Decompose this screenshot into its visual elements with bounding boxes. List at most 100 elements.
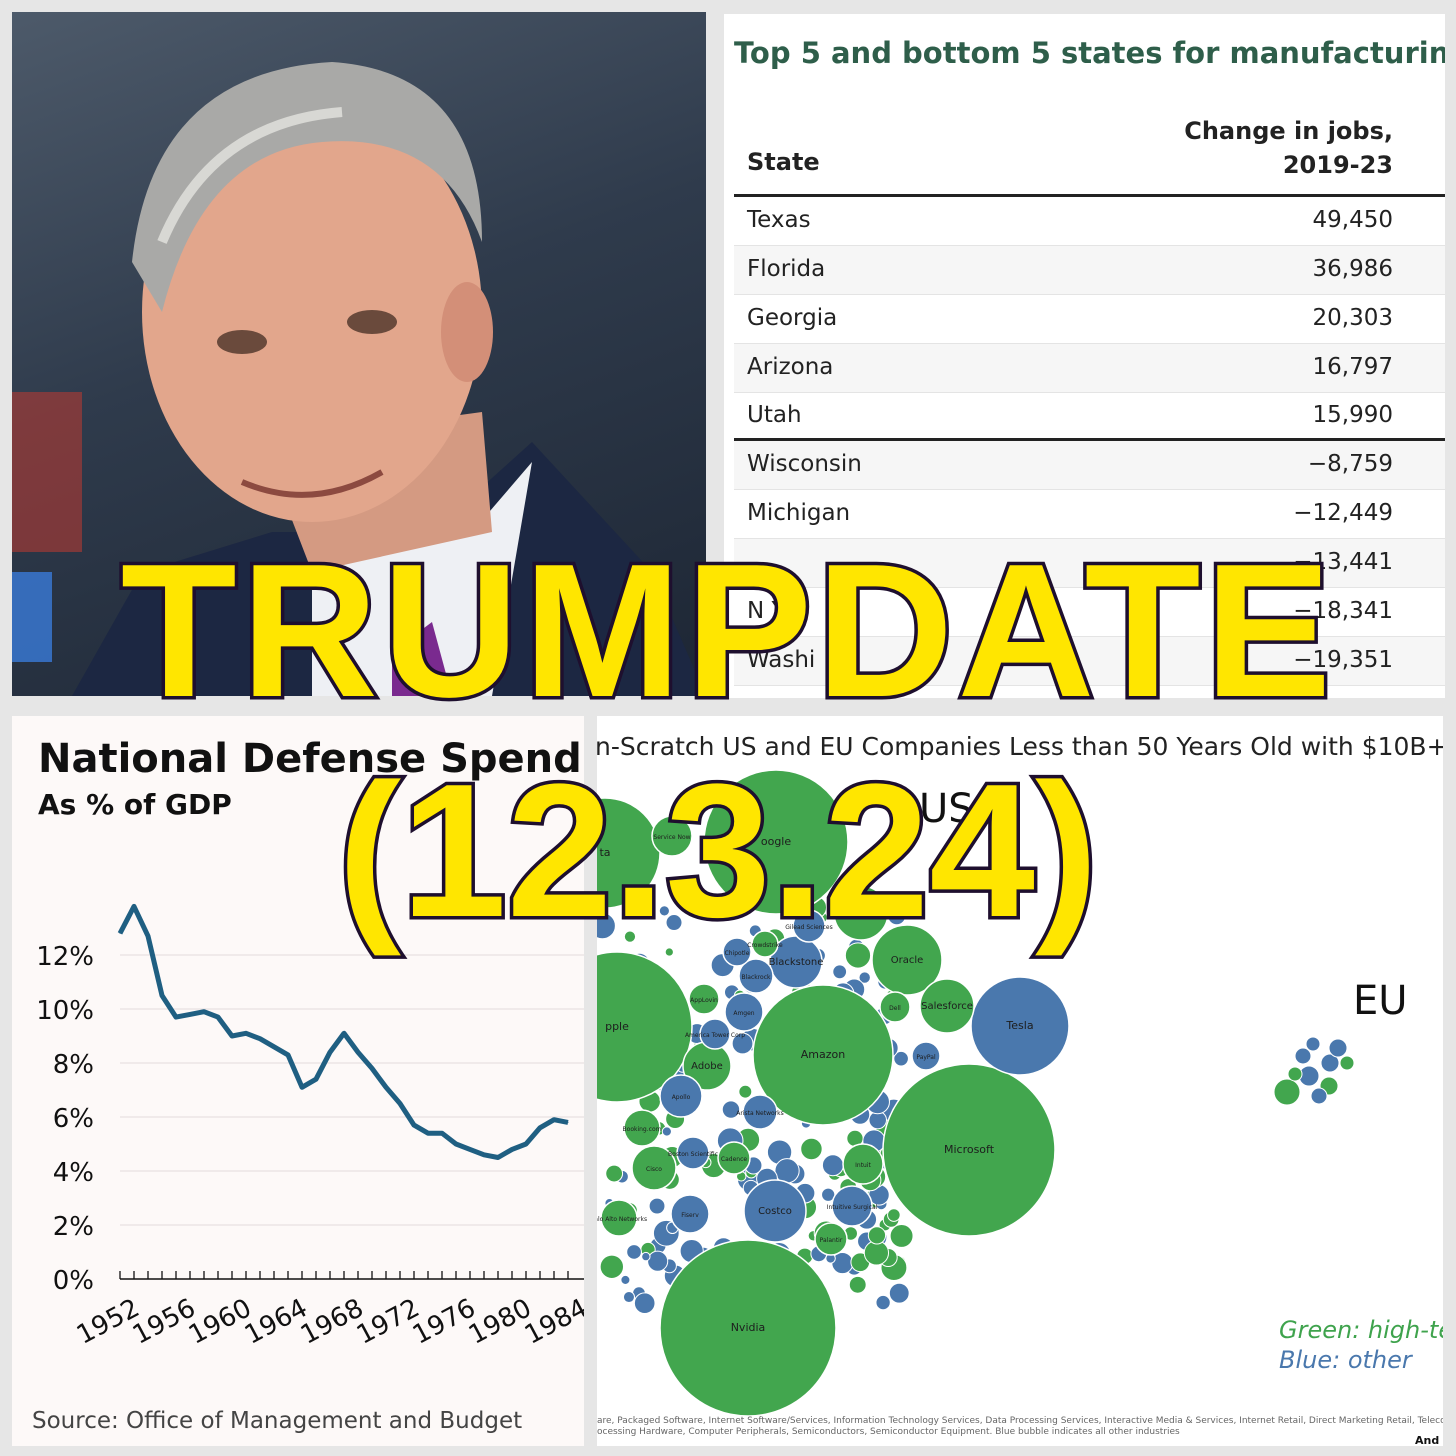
company-label: Chipotle <box>725 950 750 957</box>
company-bubble-small <box>647 1250 669 1272</box>
company-label: Netflix <box>845 908 878 919</box>
table-row: Florida 36,986 <box>734 246 1445 295</box>
eu-company-bubble <box>1273 1078 1301 1106</box>
table-row: −13,441 <box>734 539 1445 588</box>
eu-company-bubble <box>1294 1047 1312 1065</box>
state-name: Michigan <box>747 500 851 526</box>
company-bubble-small <box>888 1282 910 1304</box>
company-label: Dell <box>889 1005 901 1012</box>
company-bubble <box>651 815 693 857</box>
company-bubble-small <box>623 930 637 943</box>
x-tick-label: 1984 <box>520 1293 584 1351</box>
company-bubble-small <box>832 964 848 980</box>
chart-title: National Defense Spendir <box>38 736 584 782</box>
data-point <box>553 1119 555 1121</box>
company-label: Nvidia <box>731 1321 766 1334</box>
table-row: N Y −18,341 <box>734 588 1445 637</box>
company-label: Arista Networks <box>736 1110 783 1117</box>
company-label: Salesforce <box>921 1001 973 1012</box>
y-tick-label: 12% <box>36 942 94 972</box>
company-label: Palo Alto Networks <box>597 1216 647 1223</box>
table-row: Washi −19,351 <box>734 637 1445 686</box>
company-bubble <box>722 937 752 967</box>
data-point <box>441 1132 443 1134</box>
jobs-change: −12,449 <box>1293 500 1393 526</box>
data-point <box>133 905 135 907</box>
company-bubble <box>743 1179 807 1243</box>
company-bubble <box>882 1063 1056 1237</box>
footnote-line-2: ocessing Hardware, Computer Peripherals,… <box>597 1427 1180 1437</box>
company-bubble-small <box>889 1223 914 1248</box>
y-tick-label: 10% <box>36 996 94 1026</box>
jobs-change: 36,986 <box>1312 256 1393 282</box>
company-bubble <box>670 1194 710 1234</box>
bubble-chart-svg: Nvidia Microsoft Amazon pple oogle ta Tesla Ora… <box>597 769 1355 1417</box>
jobs-change: 16,797 <box>1312 354 1393 380</box>
state-name: Texas <box>747 207 811 233</box>
data-point <box>511 1148 513 1150</box>
company-bubble-small <box>844 942 872 969</box>
company-bubble-small <box>661 1126 672 1137</box>
eu-group-label: EU <box>1353 978 1408 1024</box>
us-group-label: US <box>919 786 974 832</box>
company-label: Amgen <box>733 1010 754 1017</box>
table-row: Texas 49,450 <box>734 197 1445 246</box>
defense-spending-chart: National Defense Spendir As % of GDP 0% 2… <box>12 716 584 1446</box>
company-label: Microsoft <box>944 1143 995 1156</box>
chart-source: Source: Office of Management and Budget <box>32 1408 523 1434</box>
company-bubble-small <box>887 1208 901 1222</box>
company-bubble <box>871 924 943 996</box>
company-bubble <box>919 978 975 1034</box>
y-tick-label: 0% <box>53 1266 94 1296</box>
company-bubble <box>623 1109 661 1147</box>
data-point <box>189 1013 191 1015</box>
company-bubble <box>742 1094 778 1130</box>
company-label: Costco <box>758 1206 792 1217</box>
data-point <box>287 1054 289 1056</box>
y-tick-label: 6% <box>53 1104 94 1134</box>
data-point <box>245 1032 247 1034</box>
data-point <box>455 1143 457 1145</box>
company-bubble <box>699 1018 731 1050</box>
data-point <box>315 1078 317 1080</box>
company-bubble-small <box>597 912 616 940</box>
company-bubble <box>751 930 779 958</box>
state-name: Georgia <box>747 305 838 331</box>
company-bubble-small <box>658 905 670 917</box>
portrait-illustration <box>12 62 706 696</box>
data-point <box>427 1132 429 1134</box>
company-label: Fiserv <box>681 1212 699 1219</box>
company-bubble-small <box>665 914 683 932</box>
data-point <box>301 1086 303 1088</box>
jobs-change: −8,759 <box>1307 451 1393 477</box>
overlay-date: (12.3.24) <box>334 742 1101 961</box>
company-label: Amazon <box>801 1048 845 1061</box>
company-bubble <box>911 1041 941 1071</box>
table-row: Arizona 16,797 <box>734 344 1445 393</box>
data-point <box>567 1121 569 1123</box>
data-point <box>525 1143 527 1145</box>
company-bubble <box>659 1239 837 1417</box>
data-point <box>119 932 121 934</box>
data-point <box>259 1038 261 1040</box>
company-label: pple <box>605 1020 629 1033</box>
company-bubble-small <box>738 1084 753 1099</box>
company-bubble <box>659 1074 703 1118</box>
eu-company-bubble <box>1339 1055 1355 1071</box>
eu-company-bubble <box>1305 1036 1321 1052</box>
company-label: Service Now <box>653 834 690 841</box>
portrait-photo <box>12 12 706 696</box>
legend-green: Green: high-te <box>1279 1316 1443 1344</box>
jobs-change: −13,441 <box>1293 549 1393 575</box>
data-point <box>343 1032 345 1034</box>
company-bubble-small <box>620 1274 631 1285</box>
company-label: Cisco <box>646 1166 662 1173</box>
company-bubble <box>688 983 720 1015</box>
group-divider <box>734 438 1445 441</box>
data-point <box>469 1148 471 1150</box>
company-label: Blackrock <box>741 974 771 981</box>
company-bubble <box>631 1145 677 1191</box>
company-bubble <box>738 958 774 994</box>
company-label: Intuit <box>855 1162 871 1169</box>
data-point <box>329 1051 331 1053</box>
